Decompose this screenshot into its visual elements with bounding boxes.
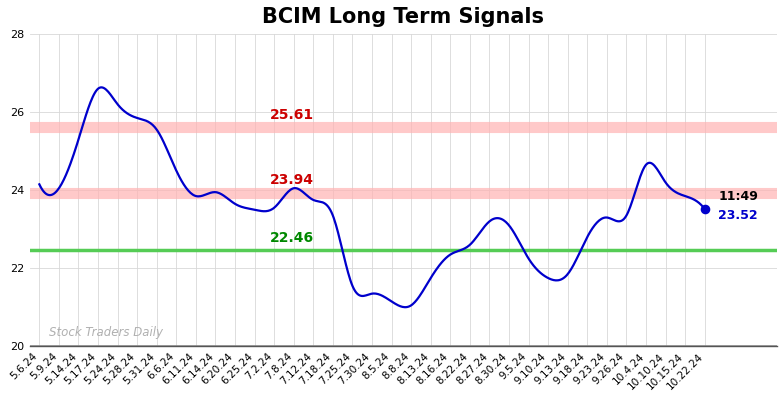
Text: 23.52: 23.52	[718, 209, 758, 222]
Text: 23.94: 23.94	[270, 174, 314, 187]
Text: 22.46: 22.46	[270, 231, 314, 245]
Text: 25.61: 25.61	[270, 108, 314, 122]
Text: 11:49: 11:49	[718, 190, 758, 203]
Title: BCIM Long Term Signals: BCIM Long Term Signals	[263, 7, 544, 27]
Text: Stock Traders Daily: Stock Traders Daily	[49, 326, 163, 339]
Point	[699, 206, 711, 212]
